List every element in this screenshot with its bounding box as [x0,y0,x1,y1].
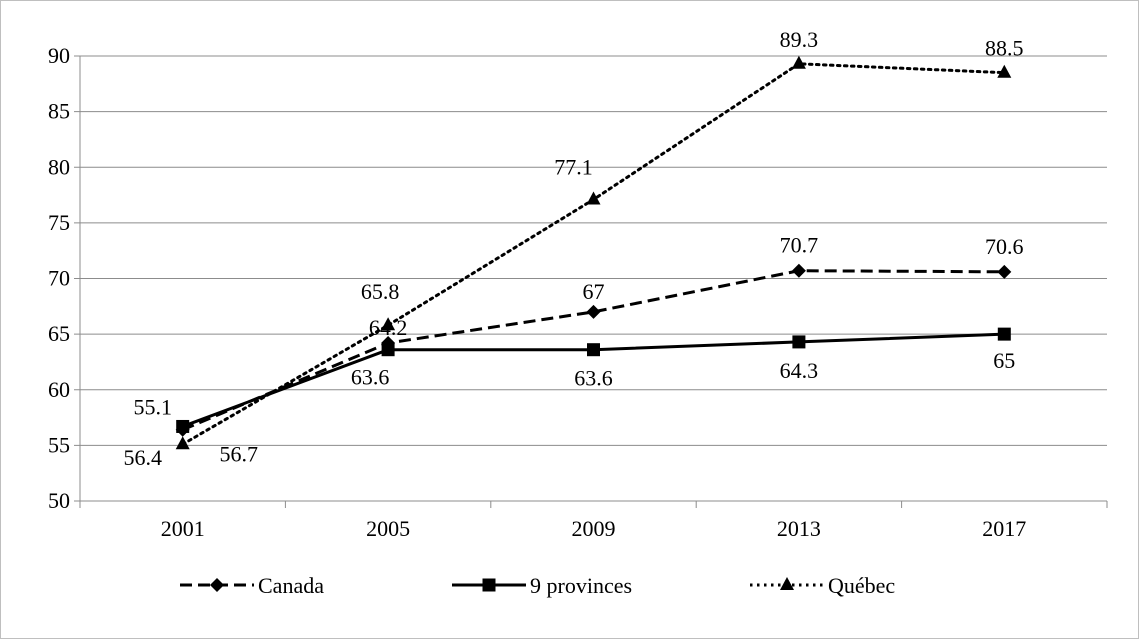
y-tick-label: 60 [48,377,70,402]
data-label: 77.1 [554,155,593,180]
data-label: 65.8 [361,279,400,304]
legend-item: Canada [180,573,324,598]
triangle-marker [175,436,190,450]
y-tick-label: 80 [48,154,70,179]
y-tick-label: 50 [48,488,70,513]
x-tick-label: 2017 [982,516,1026,541]
data-label: 70.6 [985,234,1024,259]
legend-label: Canada [258,573,324,598]
gridlines [80,55,1107,446]
y-tick-label: 65 [48,321,70,346]
data-labels: 56.4 64.2 67 70.7 70.6 56.7 63.6 63.6 64.3 65 55.1… [123,27,1023,470]
square-marker [176,419,190,433]
legend-label: Québec [828,573,895,598]
data-label: 89.3 [780,27,819,52]
square-marker [381,343,395,357]
series-qu-bec [175,55,1012,450]
data-label: 55.1 [133,394,172,419]
y-tick-label: 70 [48,266,70,291]
square-marker [792,335,806,349]
data-label: 56.4 [123,445,162,470]
data-label: 65 [993,348,1015,373]
diamond-marker [210,578,224,592]
legend-label: 9 provinces [530,573,632,598]
diamond-marker [586,304,601,319]
y-tick-label: 90 [48,43,70,68]
y-tick-label: 75 [48,210,70,235]
series-line [182,269,1005,432]
triangle-marker [791,55,806,69]
diamond-marker [791,263,806,278]
square-marker [587,343,600,357]
triangle-marker [586,191,601,205]
x-tick-label: 2005 [366,516,410,541]
y-tick-label: 85 [48,99,70,124]
data-label: 70.7 [780,233,819,258]
triangle-marker [780,577,794,590]
data-label: 56.7 [219,441,258,466]
y-tick-label: 55 [48,432,70,457]
series-9-provinces [176,327,1011,433]
x-tick-label: 2009 [572,516,616,541]
x-tick-label: 2013 [777,516,821,541]
data-label: 88.5 [985,36,1024,61]
data-label: 64.3 [780,358,819,383]
data-label: 64.2 [369,315,408,340]
legend-item: 9 provinces [452,573,632,598]
axes: 50 55 60 65 70 75 80 85 90 2001 2005 2009 2013 2017 [48,43,1108,541]
diamond-marker [997,264,1012,279]
legend: Canada 9 provinces Québec [180,573,895,598]
triangle-marker [997,64,1012,78]
triangle-marker [381,317,396,331]
data-label: 63.6 [351,365,390,390]
data-label: 63.6 [574,366,613,391]
legend-item: Québec [750,573,895,598]
data-label: 67 [583,279,605,304]
series-lines [175,55,1012,450]
x-tick-label: 2001 [161,516,205,541]
square-marker [482,578,496,592]
square-marker [997,327,1011,341]
